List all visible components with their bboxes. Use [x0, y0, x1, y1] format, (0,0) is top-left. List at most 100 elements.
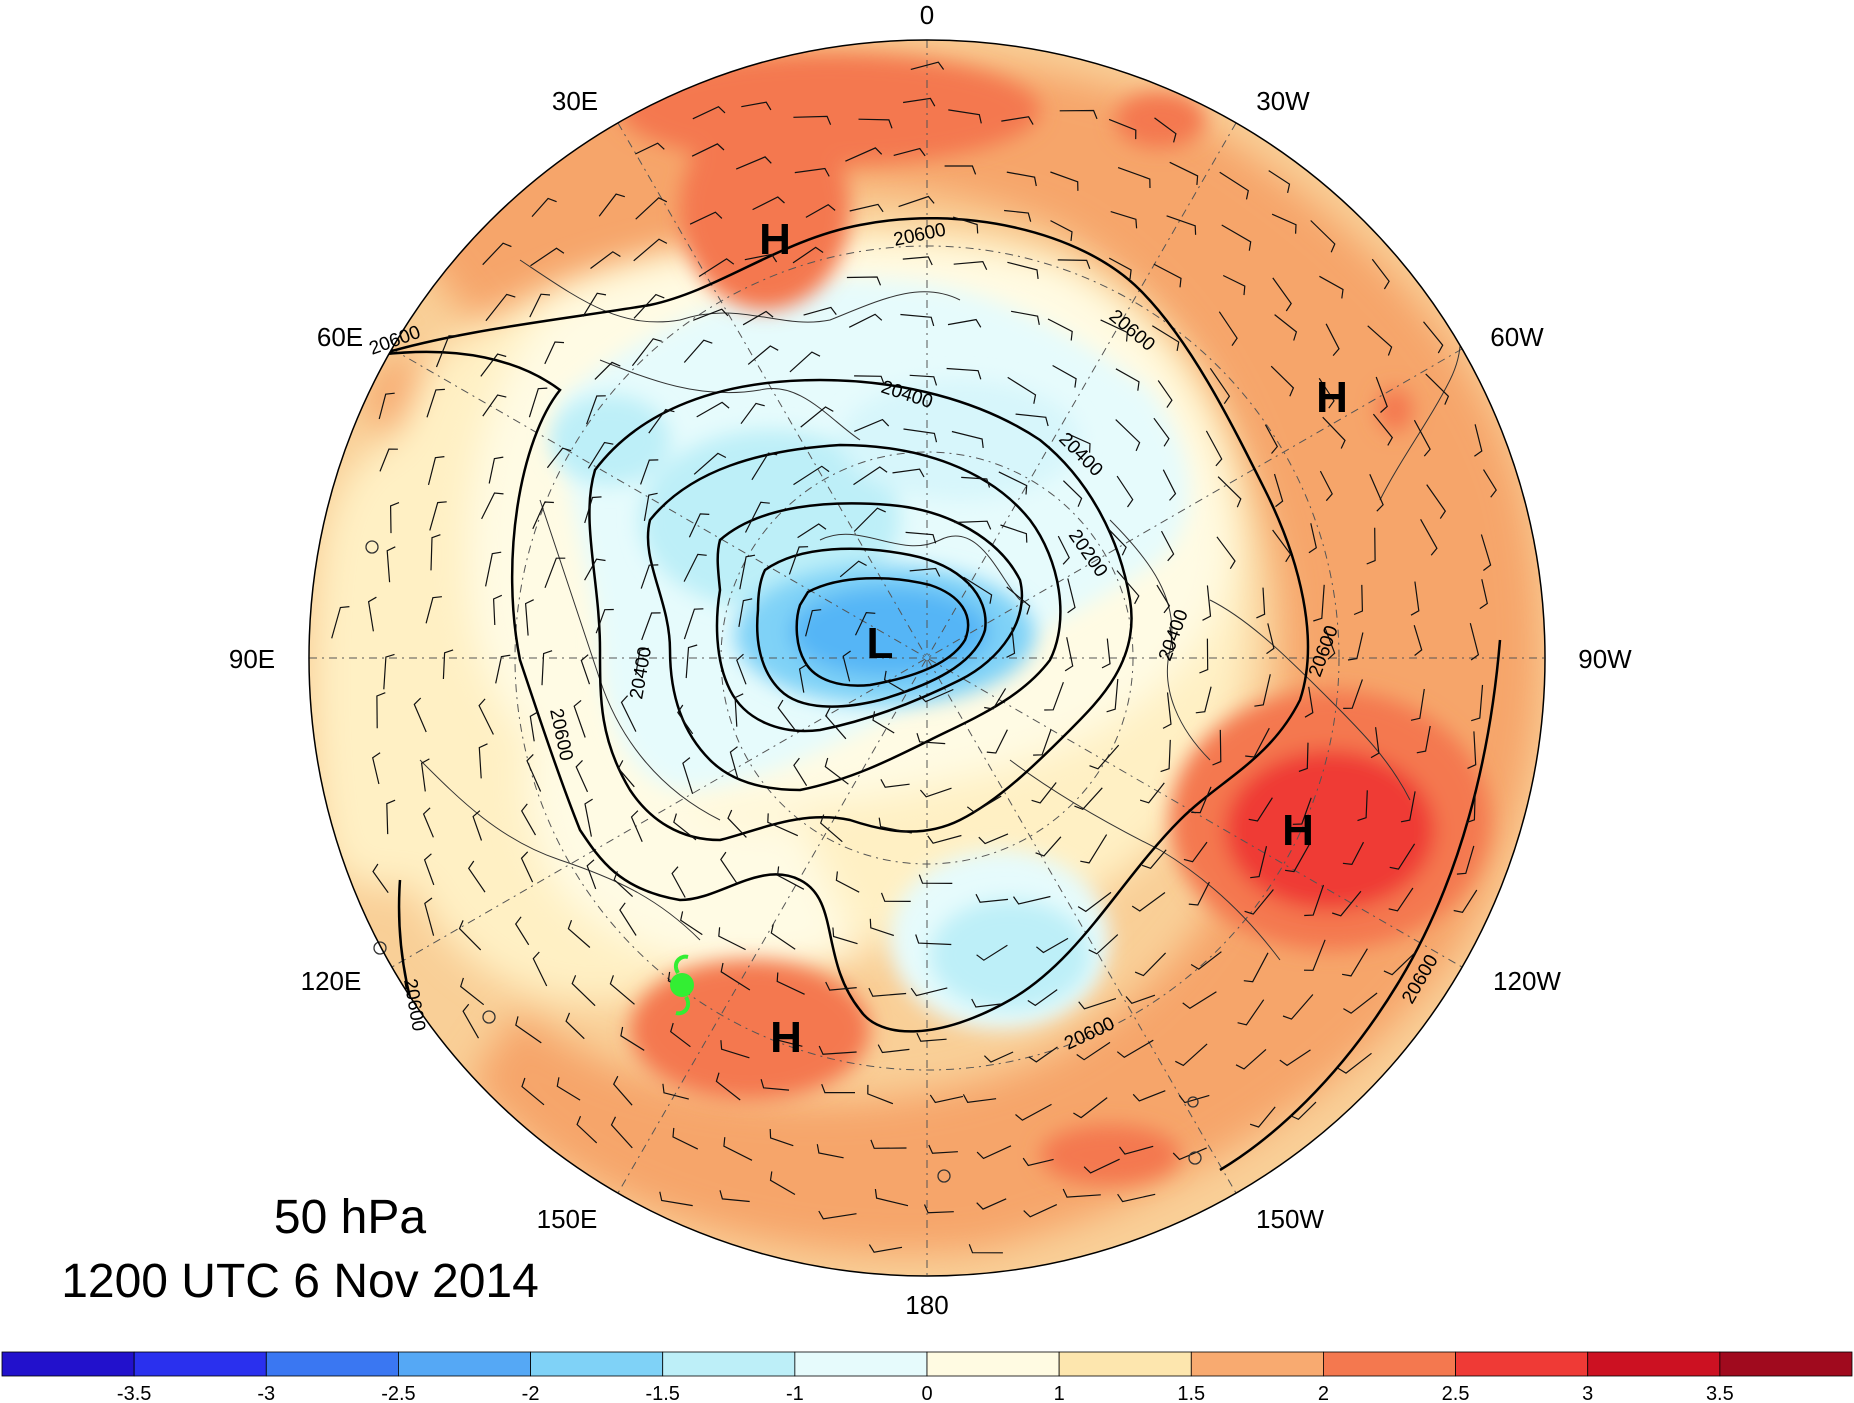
wind-barb [720, 962, 751, 991]
longitude-label-60w: 60W [1490, 322, 1544, 352]
wind-barb [770, 924, 796, 950]
wind-barb [1456, 845, 1475, 875]
wind-barb [1248, 797, 1273, 822]
wind-barb [1195, 686, 1212, 714]
wind-barb [919, 787, 952, 798]
wind-barb [1273, 473, 1284, 508]
wind-barb [467, 860, 486, 893]
colorbar-label: -3 [257, 1383, 275, 1403]
wind-barb [794, 167, 830, 177]
wind-barb [1057, 259, 1091, 270]
wind-barb [1108, 257, 1132, 280]
wind-barb [798, 663, 808, 693]
wind-barb [903, 428, 938, 443]
wind-barb [331, 606, 350, 639]
wind-barb [918, 874, 953, 884]
wind-barb [734, 693, 744, 727]
wind-barb [643, 492, 658, 522]
wind-barb [691, 143, 725, 157]
wind-barb [383, 653, 395, 690]
wind-barb [1139, 782, 1165, 804]
wind-barb [386, 546, 396, 583]
wind-barb [1256, 587, 1266, 619]
wind-barb [739, 554, 756, 590]
wind-barb [1325, 323, 1340, 356]
wind-barb [1141, 849, 1167, 870]
wind-barb [1116, 570, 1140, 605]
colorbar-swatch [662, 1351, 796, 1377]
wind-barb [872, 711, 895, 734]
wind-barb [529, 293, 551, 318]
wind-barb [573, 699, 586, 738]
wind-barb [683, 339, 713, 363]
wind-barb [685, 644, 698, 679]
wind-barb [1243, 952, 1269, 983]
wind-barb [480, 353, 507, 377]
wind-barb [735, 156, 772, 170]
wind-barb [529, 711, 539, 742]
wind-barb [1010, 310, 1040, 326]
wind-barb [376, 692, 386, 729]
wind-barb [580, 654, 591, 685]
wind-barb [900, 313, 935, 327]
wind-barb [1047, 318, 1073, 341]
wind-barb [1425, 373, 1450, 405]
wind-barb [910, 61, 945, 70]
wind-barb [719, 1190, 750, 1203]
wind-barb [962, 1094, 997, 1104]
wind-barb [777, 699, 796, 731]
wind-barb [1244, 889, 1274, 915]
wind-barb [367, 596, 377, 632]
station-markers [365, 540, 1202, 1183]
wind-barb [1166, 215, 1197, 235]
wind-barb [423, 853, 435, 886]
wind-barb [1343, 679, 1363, 709]
wind-barb [723, 1137, 753, 1161]
wind-barb [520, 851, 534, 883]
longitude-label-150e: 150E [537, 1204, 598, 1234]
wind-barb [515, 1016, 542, 1044]
wind-barb [1389, 843, 1416, 870]
wind-barb [620, 695, 637, 732]
tropical-cyclone-icon [670, 954, 694, 1016]
wind-barb [1153, 263, 1182, 288]
wind-barb [1279, 1049, 1311, 1067]
wind-barb [372, 863, 389, 894]
wind-barb [619, 902, 637, 936]
wind-barb [818, 1210, 857, 1220]
wind-barb [853, 466, 888, 486]
wind-barb [1266, 623, 1275, 655]
wind-barb [424, 897, 435, 936]
wind-barb [1116, 1039, 1154, 1059]
wind-barb [1175, 1043, 1208, 1067]
wind-barb [429, 501, 447, 531]
wind-barb [1057, 535, 1070, 565]
wind-barb [944, 165, 977, 175]
colorbar: -3.5 -3 -2.5 -2 -1.5 -1 0 1 1.5 2 2.5 3 3.5 [1, 1351, 1853, 1403]
wind-barb [635, 142, 665, 155]
wind-barb [1151, 325, 1180, 352]
wind-barb [1474, 424, 1483, 457]
wind-barb [671, 866, 686, 898]
wind-barb [984, 688, 1007, 710]
wind-barb [1006, 586, 1031, 615]
wind-barb [877, 1044, 910, 1054]
wind-barb [495, 654, 511, 684]
longitude-label-120w: 120W [1493, 966, 1561, 996]
wind-barb [584, 496, 602, 524]
wind-barb [738, 598, 753, 628]
wind-barb [472, 810, 483, 841]
wind-barb [742, 310, 774, 326]
wind-barb [869, 918, 894, 937]
wind-barb [1160, 739, 1171, 773]
wind-barb [916, 733, 946, 745]
wind-barb [1015, 413, 1049, 427]
wind-barb [971, 998, 1001, 1008]
wind-barb [478, 698, 494, 735]
wind-barb [427, 456, 445, 486]
valid-time-title: 1200 UTC 6 Nov 2014 [61, 1255, 539, 1308]
wind-barb [1319, 275, 1344, 299]
wind-barb [673, 813, 697, 841]
wind-barb [767, 813, 799, 837]
high-pressure-center: H [1316, 373, 1348, 422]
